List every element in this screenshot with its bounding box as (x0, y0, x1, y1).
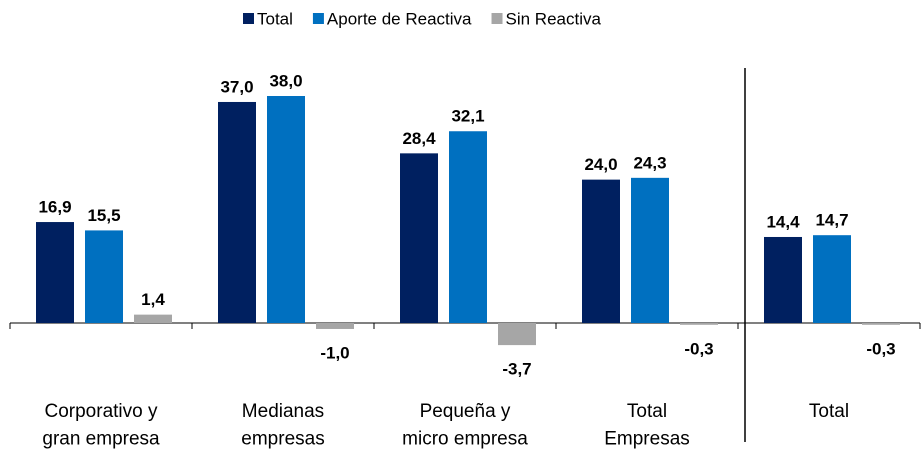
category-label: Medianas empresas (241, 401, 324, 450)
category-label: Total Empresas (604, 401, 690, 450)
bar (449, 131, 487, 323)
bar (498, 323, 536, 346)
category-label: Total (809, 401, 849, 422)
value-label: -0,3 (866, 339, 895, 358)
bar (85, 230, 123, 323)
legend-swatch (243, 13, 254, 24)
legend-label: Total (257, 9, 293, 28)
bar (862, 323, 900, 325)
bar (316, 323, 354, 329)
bar (582, 179, 620, 323)
value-label: 28,4 (402, 129, 436, 148)
value-label: 15,5 (87, 206, 120, 225)
legend-label: Sin Reactiva (506, 9, 602, 28)
legend-swatch (491, 13, 503, 24)
value-label: 24,3 (633, 153, 666, 172)
value-label: 24,0 (584, 155, 617, 174)
value-label: 16,9 (38, 198, 71, 217)
bar (267, 96, 305, 323)
bar (764, 236, 802, 323)
value-label: -1,0 (320, 343, 349, 362)
legend-swatch (312, 13, 324, 24)
value-label: -3,7 (502, 360, 531, 379)
legend-label: Aporte de Reactiva (327, 9, 472, 28)
value-label: 38,0 (269, 71, 302, 90)
value-label: 14,7 (815, 211, 848, 230)
value-label: 37,0 (220, 77, 253, 96)
bar (813, 235, 851, 323)
bar (680, 323, 718, 325)
bar (36, 222, 74, 323)
bar (218, 101, 256, 323)
bar (400, 153, 438, 323)
bar (631, 177, 669, 323)
category-label: Corporativo y gran empresa (42, 401, 160, 450)
value-label: 14,4 (766, 212, 800, 231)
category-label: Pequeña y micro empresa (402, 401, 528, 450)
value-label: 1,4 (141, 290, 165, 309)
value-label: -0,3 (684, 339, 713, 358)
bar (134, 314, 172, 323)
value-label: 32,1 (451, 107, 484, 126)
